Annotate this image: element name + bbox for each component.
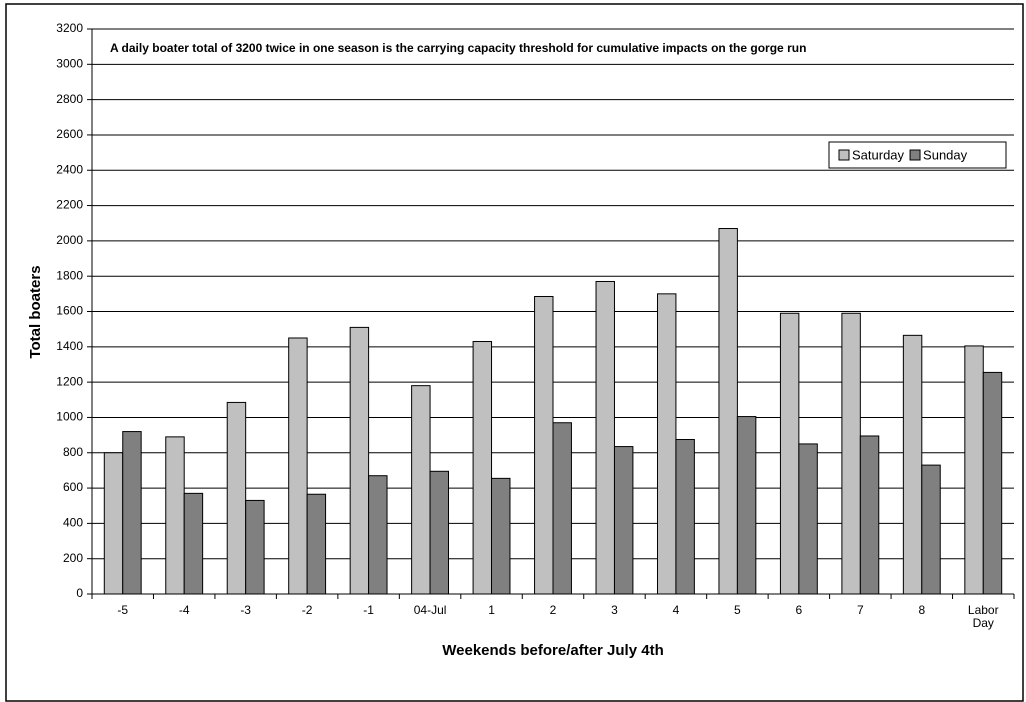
x-tick-label: 5 bbox=[734, 603, 741, 617]
bar bbox=[798, 443, 818, 595]
bar bbox=[675, 439, 695, 595]
bar bbox=[736, 416, 757, 595]
y-tick-label: 1600 bbox=[56, 304, 83, 318]
x-tick-label: Labor Day bbox=[967, 603, 999, 630]
bar bbox=[902, 334, 923, 595]
x-tick-label: -3 bbox=[240, 603, 251, 617]
y-tick-label: 1000 bbox=[56, 410, 83, 424]
legend-label: Sunday bbox=[923, 147, 968, 162]
x-tick-label: 04-Jul bbox=[413, 603, 447, 617]
bar bbox=[183, 492, 204, 595]
bar bbox=[245, 499, 265, 595]
y-axis-title: Total boaters bbox=[27, 265, 44, 358]
bar bbox=[226, 401, 247, 595]
bar bbox=[921, 464, 941, 595]
annotation: A daily boater total of 3200 twice in on… bbox=[110, 41, 807, 55]
bar bbox=[656, 293, 677, 595]
x-tick-label: 3 bbox=[611, 603, 618, 617]
bar bbox=[429, 470, 450, 595]
y-tick-label: 2600 bbox=[56, 127, 83, 141]
y-tick-label: 2200 bbox=[56, 198, 83, 212]
y-tick-label: 2400 bbox=[56, 162, 83, 176]
bar bbox=[534, 295, 554, 595]
x-tick-label: 1 bbox=[488, 603, 495, 617]
x-tick-label: -5 bbox=[117, 603, 129, 617]
bar bbox=[718, 228, 738, 595]
legend-swatch bbox=[838, 149, 850, 161]
y-tick-label: 2800 bbox=[56, 92, 83, 106]
x-tick-label: 4 bbox=[672, 603, 680, 617]
y-tick-label: 0 bbox=[76, 586, 83, 600]
bar bbox=[491, 477, 511, 595]
bar bbox=[122, 431, 142, 595]
bar bbox=[103, 452, 124, 595]
x-tick-label: -2 bbox=[301, 603, 313, 617]
bar bbox=[472, 341, 493, 595]
x-tick-label: 2 bbox=[549, 603, 557, 617]
y-tick-label: 1400 bbox=[56, 339, 83, 353]
y-tick-label: 2000 bbox=[56, 233, 83, 247]
x-tick-label: 8 bbox=[918, 603, 926, 617]
y-tick-label: 3000 bbox=[56, 56, 83, 70]
x-tick-label: -1 bbox=[363, 603, 374, 617]
legend-label: Saturday bbox=[852, 147, 905, 162]
bar bbox=[552, 422, 572, 595]
y-tick-label: 3200 bbox=[56, 21, 83, 35]
x-tick-label: -4 bbox=[178, 603, 190, 617]
bar bbox=[368, 475, 388, 595]
bar bbox=[288, 337, 308, 595]
bar bbox=[859, 435, 880, 595]
bar bbox=[779, 312, 800, 595]
bar bbox=[306, 493, 327, 595]
y-tick-label: 1200 bbox=[56, 374, 83, 388]
x-axis-title: Weekends before/after July 4th bbox=[442, 642, 663, 659]
y-tick-label: 800 bbox=[63, 445, 83, 459]
legend-swatch bbox=[909, 149, 921, 161]
x-tick-label: 6 bbox=[795, 603, 803, 617]
bar bbox=[982, 371, 1003, 595]
bar bbox=[841, 312, 861, 595]
chart-frame bbox=[5, 3, 1024, 702]
bar bbox=[613, 446, 634, 595]
y-tick-label: 600 bbox=[63, 480, 83, 494]
y-tick-label: 400 bbox=[63, 516, 83, 530]
bar bbox=[165, 436, 185, 595]
bar bbox=[411, 385, 431, 595]
bar bbox=[964, 345, 984, 595]
y-tick-label: 1800 bbox=[56, 268, 83, 282]
bar bbox=[349, 326, 370, 595]
y-tick-label: 200 bbox=[63, 551, 83, 565]
bar bbox=[595, 280, 615, 595]
x-tick-label: 7 bbox=[856, 603, 864, 617]
